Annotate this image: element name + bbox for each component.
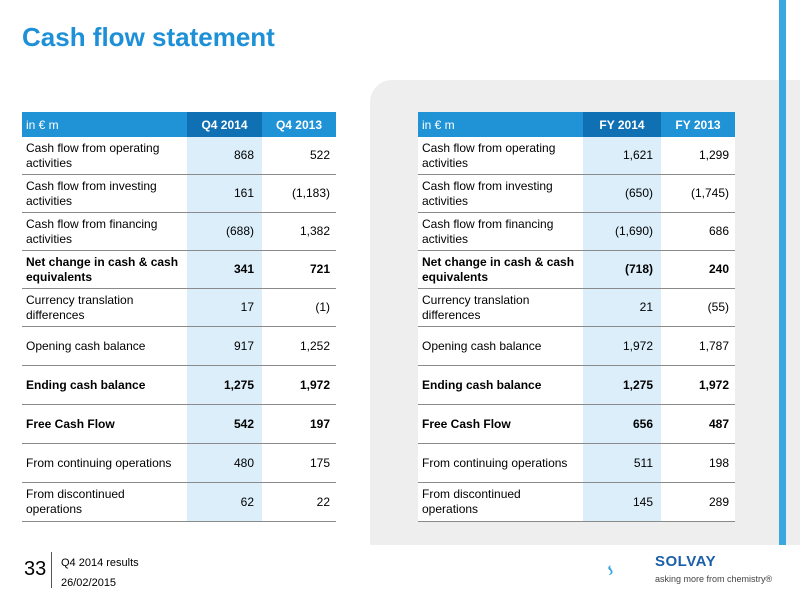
page-number: 33 [24, 558, 47, 580]
current-value: 1,621 [583, 137, 661, 175]
current-value: 21 [583, 288, 661, 327]
header-unit: in € m [418, 112, 583, 137]
table-row: Net change in cash & cash equivalents (71… [418, 250, 735, 289]
table-row: Cash flow from investing activities 161 (1… [22, 174, 336, 213]
table-row: Currency translation differences 17 (1) [22, 288, 336, 327]
header-prior-period: Q4 2013 [262, 112, 336, 137]
row-label: Ending cash balance [418, 365, 583, 405]
prior-value: (1,745) [661, 174, 735, 213]
table-row: Cash flow from financing activities (688)… [22, 212, 336, 251]
row-label: Cash flow from investing activities [22, 174, 187, 213]
row-label: Opening cash balance [22, 326, 187, 366]
prior-value: 1,787 [661, 326, 735, 366]
current-value: 656 [583, 404, 661, 444]
current-value: 480 [187, 443, 262, 483]
table-row: Free Cash Flow 542 197 [22, 404, 336, 444]
page-title: Cash flow statement [22, 22, 275, 52]
row-label: Cash flow from operating activities [418, 137, 583, 175]
prior-value: 289 [661, 482, 735, 522]
row-label: From continuing operations [418, 443, 583, 483]
current-value: 161 [187, 174, 262, 213]
current-value: 511 [583, 443, 661, 483]
current-value: (650) [583, 174, 661, 213]
table-row: From continuing operations 511 198 [418, 443, 735, 483]
logo-tagline: asking more from chemistry® [655, 574, 773, 584]
prior-value: (1,183) [262, 174, 336, 213]
current-value: 1,275 [187, 365, 262, 405]
row-label: From continuing operations [22, 443, 187, 483]
row-label: Currency translation differences [418, 288, 583, 327]
row-label: From discontinued operations [418, 482, 583, 522]
prior-value: 522 [262, 137, 336, 175]
row-label: Cash flow from financing activities [418, 212, 583, 251]
current-value: 341 [187, 250, 262, 289]
cash-flow-table-quarterly: in € m Q4 2014 Q4 2013 Cash flow from op… [22, 112, 336, 522]
table-row: From discontinued operations 145 289 [418, 482, 735, 522]
table-row: Cash flow from financing activities (1,69… [418, 212, 735, 251]
prior-value: 1,972 [661, 365, 735, 405]
table-row: From continuing operations 480 175 [22, 443, 336, 483]
prior-value: (1) [262, 288, 336, 327]
prior-value: 197 [262, 404, 336, 444]
cash-flow-table-annual: in € m FY 2014 FY 2013 Cash flow from op… [418, 112, 735, 522]
current-value: (718) [583, 250, 661, 289]
row-label: Cash flow from investing activities [418, 174, 583, 213]
solvay-logo-icon [608, 565, 613, 575]
current-value: 62 [187, 482, 262, 522]
current-value: 542 [187, 404, 262, 444]
row-label: Opening cash balance [418, 326, 583, 366]
current-value: (1,690) [583, 212, 661, 251]
current-value: 17 [187, 288, 262, 327]
prior-value: 487 [661, 404, 735, 444]
row-label: Cash flow from operating activities [22, 137, 187, 175]
row-label: Net change in cash & cash equivalents [418, 250, 583, 289]
table-row: Ending cash balance 1,275 1,972 [22, 365, 336, 405]
prior-value: (55) [661, 288, 735, 327]
footer-date: 26/02/2015 [61, 577, 117, 589]
footer-info: Q4 2014 results 26/02/2015 [61, 553, 139, 593]
current-value: 1,972 [583, 326, 661, 366]
row-label: Cash flow from financing activities [22, 212, 187, 251]
table-row: Net change in cash & cash equivalents 341… [22, 250, 336, 289]
table-row: Ending cash balance 1,275 1,972 [418, 365, 735, 405]
table-row: Free Cash Flow 656 487 [418, 404, 735, 444]
table-row: Opening cash balance 917 1,252 [22, 326, 336, 366]
prior-value: 1,382 [262, 212, 336, 251]
prior-value: 1,972 [262, 365, 336, 405]
header-current-period: FY 2014 [583, 112, 661, 137]
current-value: 917 [187, 326, 262, 366]
table-row: Cash flow from operating activities 868 52… [22, 137, 336, 175]
table-row: Opening cash balance 1,972 1,787 [418, 326, 735, 366]
logo-wordmark: SOLVAY [655, 553, 717, 570]
table-row: Cash flow from investing activities (650)… [418, 174, 735, 213]
table-row: From discontinued operations 62 22 [22, 482, 336, 522]
header-prior-period: FY 2013 [661, 112, 735, 137]
row-label: Net change in cash & cash equivalents [22, 250, 187, 289]
current-value: 868 [187, 137, 262, 175]
right-accent-bar [779, 0, 786, 545]
current-value: 145 [583, 482, 661, 522]
row-label: Free Cash Flow [418, 404, 583, 444]
header-current-period: Q4 2014 [187, 112, 262, 137]
table-row: Cash flow from operating activities 1,621… [418, 137, 735, 175]
current-value: 1,275 [583, 365, 661, 405]
prior-value: 721 [262, 250, 336, 289]
prior-value: 175 [262, 443, 336, 483]
footer-presentation-title: Q4 2014 results [61, 557, 139, 569]
current-value: (688) [187, 212, 262, 251]
header-unit: in € m [22, 112, 187, 137]
row-label: Ending cash balance [22, 365, 187, 405]
row-label: Currency translation differences [22, 288, 187, 327]
prior-value: 240 [661, 250, 735, 289]
prior-value: 22 [262, 482, 336, 522]
prior-value: 686 [661, 212, 735, 251]
row-label: Free Cash Flow [22, 404, 187, 444]
prior-value: 198 [661, 443, 735, 483]
row-label: From discontinued operations [22, 482, 187, 522]
footer-divider [51, 552, 52, 588]
table-row: Currency translation differences 21 (55) [418, 288, 735, 327]
prior-value: 1,299 [661, 137, 735, 175]
prior-value: 1,252 [262, 326, 336, 366]
